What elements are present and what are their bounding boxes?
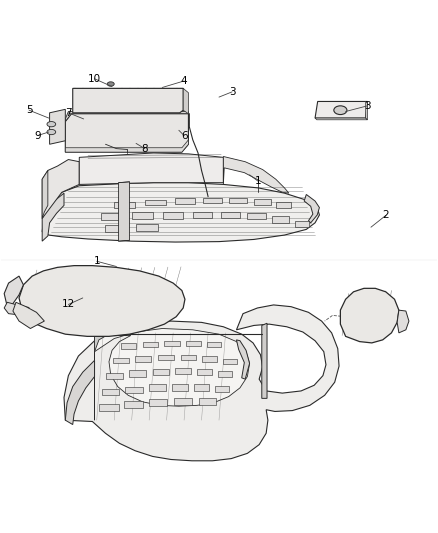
Polygon shape: [197, 369, 212, 375]
Ellipse shape: [334, 106, 347, 115]
Polygon shape: [65, 140, 188, 152]
Polygon shape: [202, 356, 217, 362]
Ellipse shape: [47, 130, 56, 135]
Polygon shape: [247, 213, 266, 220]
Polygon shape: [79, 153, 223, 184]
Polygon shape: [262, 323, 267, 398]
Polygon shape: [113, 358, 129, 364]
Polygon shape: [101, 213, 122, 220]
Polygon shape: [130, 370, 146, 376]
Text: 3: 3: [229, 87, 235, 97]
Polygon shape: [106, 373, 123, 379]
Polygon shape: [230, 198, 247, 203]
Polygon shape: [42, 171, 48, 219]
Polygon shape: [203, 198, 223, 203]
Ellipse shape: [47, 122, 56, 127]
Polygon shape: [42, 183, 319, 242]
Polygon shape: [315, 101, 367, 118]
Polygon shape: [106, 224, 127, 231]
Polygon shape: [95, 328, 250, 420]
Polygon shape: [99, 404, 119, 411]
Polygon shape: [172, 384, 187, 391]
Polygon shape: [254, 199, 271, 205]
Polygon shape: [175, 198, 195, 204]
Polygon shape: [135, 356, 151, 362]
Polygon shape: [215, 386, 229, 392]
Polygon shape: [124, 401, 143, 408]
Polygon shape: [223, 157, 289, 193]
Text: 6: 6: [181, 131, 187, 141]
Polygon shape: [221, 212, 240, 219]
Text: 1: 1: [255, 176, 261, 187]
Polygon shape: [223, 359, 237, 364]
Polygon shape: [145, 200, 166, 205]
Polygon shape: [143, 342, 158, 347]
Polygon shape: [125, 386, 143, 393]
Polygon shape: [340, 288, 399, 343]
Polygon shape: [136, 224, 158, 231]
Polygon shape: [19, 265, 185, 336]
Polygon shape: [4, 302, 29, 316]
Polygon shape: [164, 341, 180, 346]
Polygon shape: [276, 203, 291, 207]
Text: 12: 12: [62, 300, 75, 310]
Polygon shape: [366, 101, 367, 120]
Polygon shape: [119, 182, 130, 241]
Polygon shape: [102, 389, 120, 395]
Polygon shape: [49, 109, 65, 144]
Text: 8: 8: [141, 143, 148, 154]
Polygon shape: [186, 341, 201, 346]
Text: 4: 4: [181, 76, 187, 86]
Polygon shape: [158, 354, 173, 360]
Text: 1: 1: [93, 256, 100, 266]
Text: 3: 3: [364, 101, 371, 111]
Polygon shape: [65, 360, 95, 425]
Polygon shape: [218, 371, 232, 376]
Ellipse shape: [107, 82, 114, 86]
Polygon shape: [121, 343, 136, 349]
Polygon shape: [13, 302, 44, 328]
Polygon shape: [95, 320, 125, 352]
Polygon shape: [132, 212, 152, 220]
Polygon shape: [64, 305, 339, 461]
Polygon shape: [65, 111, 188, 122]
Polygon shape: [207, 343, 221, 348]
Polygon shape: [175, 368, 191, 374]
Polygon shape: [4, 276, 23, 306]
Polygon shape: [174, 398, 192, 405]
Polygon shape: [65, 114, 188, 152]
Polygon shape: [199, 398, 215, 405]
Polygon shape: [42, 159, 79, 219]
Polygon shape: [193, 212, 212, 219]
Polygon shape: [149, 384, 166, 391]
Text: 2: 2: [382, 211, 389, 221]
Polygon shape: [163, 212, 183, 220]
Polygon shape: [272, 216, 289, 223]
Polygon shape: [397, 310, 409, 333]
Polygon shape: [114, 202, 135, 207]
Polygon shape: [237, 340, 250, 379]
Polygon shape: [73, 88, 183, 113]
Polygon shape: [194, 384, 208, 391]
Text: 7: 7: [65, 108, 72, 118]
Polygon shape: [149, 399, 167, 406]
Polygon shape: [183, 88, 188, 114]
Polygon shape: [295, 221, 309, 227]
Polygon shape: [42, 193, 64, 241]
Text: 10: 10: [88, 74, 101, 84]
Polygon shape: [304, 195, 319, 223]
Polygon shape: [152, 369, 169, 375]
Polygon shape: [180, 354, 196, 360]
Polygon shape: [315, 118, 367, 120]
Text: 9: 9: [35, 131, 41, 141]
Text: 5: 5: [26, 105, 32, 115]
